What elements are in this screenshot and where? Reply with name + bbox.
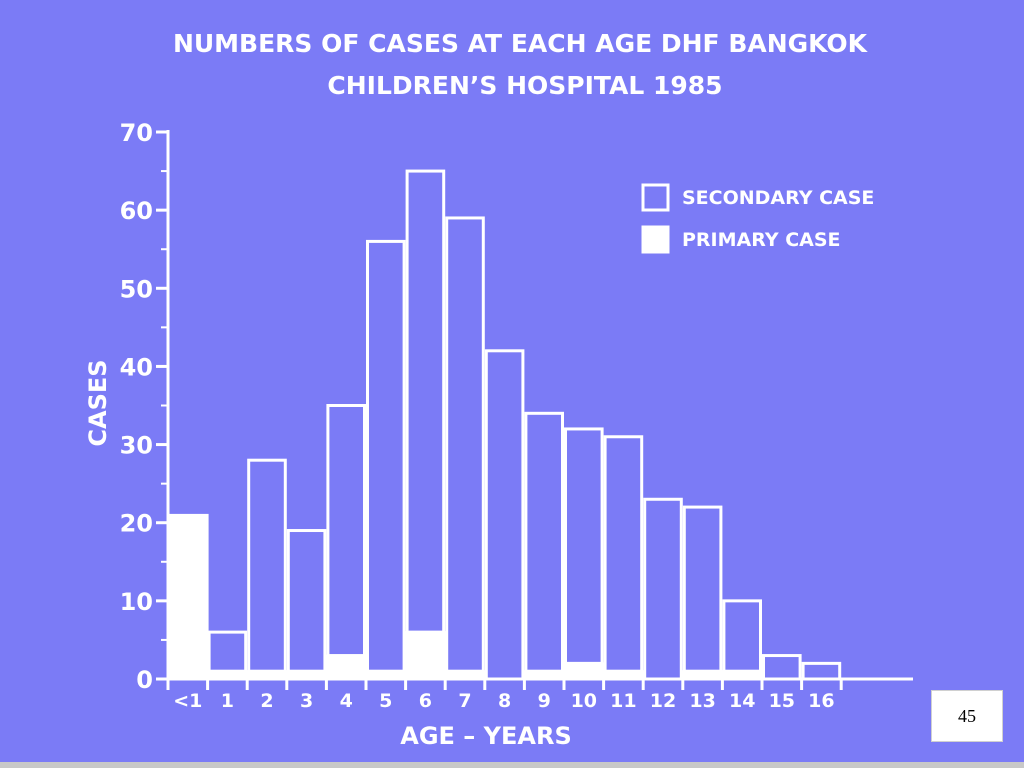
x-axis-label: AGE – YEARS: [400, 722, 572, 750]
y-tick-label: 10: [120, 588, 153, 616]
x-tick-label: 10: [571, 690, 597, 712]
x-tick-label: 13: [689, 690, 715, 712]
y-axis-label: CASES: [84, 359, 112, 446]
x-tick-label: 6: [419, 690, 432, 712]
bar-secondary-3: [286, 529, 327, 673]
bottom-edge: [0, 762, 1024, 768]
x-tick-label: 2: [260, 690, 273, 712]
bar-primary-4: [325, 654, 367, 680]
x-tick-label: 12: [650, 690, 676, 712]
y-tick-label: 70: [120, 119, 153, 147]
bar-primary-0: [167, 513, 209, 681]
chart-title-line1: NUMBERS OF CASES AT EACH AGE DHF BANGKOK: [173, 29, 869, 58]
legend-swatch-secondary: [641, 183, 670, 212]
x-tick-label: 9: [538, 690, 551, 712]
chart-title-line2: CHILDREN’S HOSPITAL 1985: [327, 71, 722, 100]
bar-secondary-6: [405, 169, 446, 634]
y-tick-label: 20: [120, 510, 153, 538]
legend: SECONDARY CASE PRIMARY CASE: [641, 183, 874, 254]
x-tick-label: 1: [221, 690, 234, 712]
bar-secondary-9: [524, 411, 565, 673]
axes: [166, 130, 913, 681]
bar-secondary-16: [801, 661, 842, 681]
y-tick-label: 50: [120, 275, 153, 303]
bar-primary-10: [563, 662, 605, 680]
legend-label-secondary: SECONDARY CASE: [682, 187, 874, 209]
page-number-box: 45: [931, 690, 1003, 742]
bar-secondary-7: [445, 216, 485, 673]
y-tick-label: 0: [136, 666, 153, 694]
y-tick-label: 30: [120, 432, 153, 460]
bar-secondary-1: [207, 630, 248, 673]
legend-swatch-primary: [641, 225, 670, 254]
bars: [167, 169, 842, 681]
bar-secondary-2: [247, 458, 287, 673]
bar-secondary-15: [762, 654, 802, 681]
x-tick-label: 14: [729, 690, 755, 712]
y-tick-label: 40: [120, 353, 153, 381]
legend-label-primary: PRIMARY CASE: [682, 229, 841, 251]
page-number: 45: [958, 705, 976, 726]
x-tick-label: 15: [769, 690, 795, 712]
y-tick-label: 60: [120, 197, 153, 225]
bar-secondary-13: [682, 505, 723, 673]
y-axis-ticks: 0 10 20 30 40 50 60 70: [120, 119, 168, 694]
x-tick-label: 5: [379, 690, 392, 712]
bar-secondary-5: [366, 239, 406, 673]
bar-secondary-8: [484, 349, 525, 681]
bar-secondary-12: [643, 497, 683, 681]
bar-secondary-4: [326, 404, 366, 658]
bar-secondary-11: [603, 435, 644, 673]
x-axis-ticks: <1 1 2 3 4 5 6 7 8 9 10 11 12 13 14 15 16: [166, 679, 843, 712]
x-tick-label: 8: [498, 690, 511, 712]
x-tick-label: 11: [610, 690, 636, 712]
bar-secondary-10: [564, 427, 604, 665]
bar-secondary-14: [722, 599, 763, 673]
x-tick-label: <1: [173, 690, 202, 712]
x-tick-label: 7: [458, 690, 471, 712]
x-tick-label: 4: [340, 690, 353, 712]
x-tick-label: 16: [808, 690, 834, 712]
bar-primary-6: [404, 631, 447, 680]
x-tick-label: 3: [300, 690, 313, 712]
